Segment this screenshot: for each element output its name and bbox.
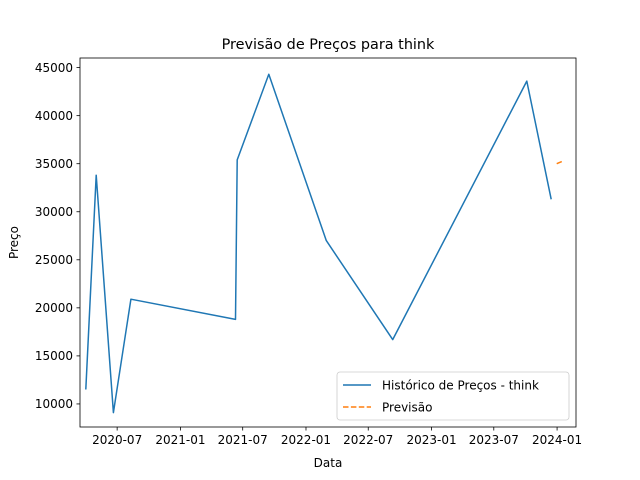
y-tick-label: 20000	[35, 301, 73, 315]
x-axis-ticks: 2020-07 2021-01 2021-07 2022-01 2022-07 2023-…	[92, 427, 582, 447]
x-tick-label: 2020-07	[92, 433, 142, 447]
plot-lines	[85, 73, 564, 414]
x-tick-label: 2022-07	[343, 433, 393, 447]
y-tick-label: 25000	[35, 253, 73, 267]
x-tick-label: 2021-01	[155, 433, 205, 447]
x-tick-label: 2023-01	[406, 433, 456, 447]
legend: Histórico de Preços - think Previsão	[336, 371, 570, 421]
legend-box	[336, 371, 570, 421]
legend-label-historico: Histórico de Preços - think	[382, 379, 539, 393]
y-tick-label: 40000	[35, 109, 73, 123]
y-axis-ticks: 10000 15000 20000 25000 30000 35000 40000 45000	[35, 61, 80, 411]
x-tick-label: 2024-01	[532, 433, 582, 447]
legend-label-previsao: Previsão	[382, 401, 432, 415]
y-tick-label: 10000	[35, 397, 73, 411]
plot-frame	[79, 57, 577, 428]
series-line-previsao	[556, 160, 564, 165]
y-tick-label: 30000	[35, 205, 73, 219]
y-tick-label: 15000	[35, 349, 73, 363]
y-tick-label: 35000	[35, 157, 73, 171]
y-axis-label: Preço	[7, 226, 21, 259]
x-tick-label: 2021-07	[218, 433, 268, 447]
y-tick-label: 45000	[35, 61, 73, 75]
x-tick-label: 2022-01	[281, 433, 331, 447]
x-axis-label: Data	[314, 456, 343, 470]
x-tick-label: 2023-07	[469, 433, 519, 447]
series-line-historico	[85, 73, 552, 414]
chart-title: Previsão de Preços para think	[222, 37, 435, 53]
